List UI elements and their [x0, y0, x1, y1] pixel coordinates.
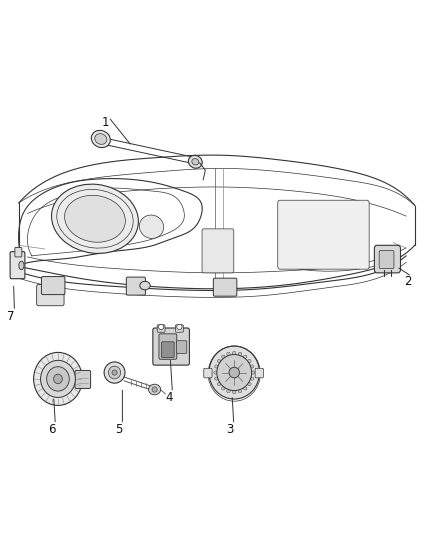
Ellipse shape: [188, 155, 202, 168]
Ellipse shape: [222, 355, 225, 358]
Ellipse shape: [64, 195, 125, 242]
FancyBboxPatch shape: [176, 325, 184, 332]
Ellipse shape: [215, 377, 218, 380]
Ellipse shape: [233, 391, 236, 394]
Text: 1: 1: [101, 116, 109, 129]
Ellipse shape: [250, 365, 254, 368]
FancyBboxPatch shape: [126, 277, 145, 295]
FancyBboxPatch shape: [15, 247, 22, 257]
Ellipse shape: [53, 374, 62, 384]
Ellipse shape: [238, 390, 242, 393]
Ellipse shape: [95, 134, 107, 144]
Ellipse shape: [217, 354, 252, 391]
FancyBboxPatch shape: [204, 368, 212, 378]
Ellipse shape: [52, 184, 138, 253]
FancyBboxPatch shape: [255, 368, 263, 378]
Ellipse shape: [209, 346, 259, 399]
Ellipse shape: [34, 352, 82, 406]
Ellipse shape: [250, 377, 254, 380]
FancyBboxPatch shape: [278, 200, 369, 269]
Text: 4: 4: [165, 392, 173, 405]
FancyBboxPatch shape: [177, 341, 187, 353]
Text: 2: 2: [405, 276, 412, 288]
Ellipse shape: [251, 371, 254, 374]
FancyBboxPatch shape: [379, 251, 394, 269]
FancyBboxPatch shape: [213, 278, 237, 296]
FancyBboxPatch shape: [157, 325, 165, 332]
Ellipse shape: [233, 351, 236, 354]
FancyBboxPatch shape: [42, 277, 65, 295]
Ellipse shape: [148, 384, 161, 395]
FancyBboxPatch shape: [153, 328, 189, 365]
Ellipse shape: [222, 387, 225, 390]
Ellipse shape: [192, 158, 199, 165]
Ellipse shape: [217, 359, 221, 362]
Ellipse shape: [19, 261, 24, 270]
FancyBboxPatch shape: [374, 245, 400, 273]
Ellipse shape: [112, 370, 117, 375]
Ellipse shape: [177, 324, 182, 329]
Ellipse shape: [91, 131, 110, 148]
FancyBboxPatch shape: [75, 370, 91, 389]
Ellipse shape: [214, 371, 217, 374]
Ellipse shape: [152, 387, 157, 392]
Ellipse shape: [244, 387, 247, 390]
Ellipse shape: [140, 281, 150, 290]
Ellipse shape: [109, 366, 120, 379]
FancyBboxPatch shape: [37, 285, 64, 306]
FancyBboxPatch shape: [10, 252, 25, 279]
FancyBboxPatch shape: [162, 342, 174, 358]
Ellipse shape: [227, 352, 230, 356]
Ellipse shape: [247, 359, 251, 362]
Ellipse shape: [244, 355, 247, 358]
Ellipse shape: [47, 367, 69, 391]
Text: 3: 3: [226, 423, 234, 437]
Ellipse shape: [247, 383, 251, 386]
Text: 6: 6: [48, 423, 56, 437]
Text: 5: 5: [115, 423, 123, 437]
Ellipse shape: [139, 215, 164, 238]
Ellipse shape: [229, 367, 240, 378]
Ellipse shape: [41, 360, 75, 398]
Text: 7: 7: [7, 310, 15, 323]
Ellipse shape: [104, 362, 125, 383]
Ellipse shape: [217, 383, 221, 386]
Ellipse shape: [215, 365, 218, 368]
FancyBboxPatch shape: [202, 229, 234, 273]
Ellipse shape: [238, 352, 242, 356]
Ellipse shape: [227, 390, 230, 393]
Ellipse shape: [159, 324, 164, 329]
FancyBboxPatch shape: [159, 334, 177, 359]
